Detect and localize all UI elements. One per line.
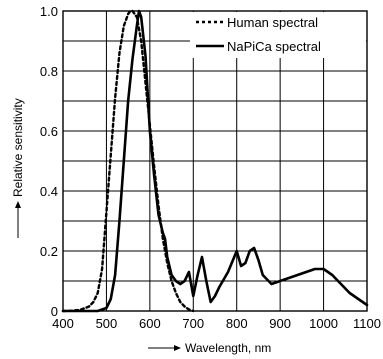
- x-tick-label: 700: [182, 316, 204, 331]
- series-line-napica: [61, 9, 369, 313]
- y-axis-label: Relative sensitivity: [11, 98, 25, 197]
- y-tick-label: 0: [51, 304, 58, 319]
- plot-frame: [62, 10, 368, 312]
- x-tick-label: 800: [226, 316, 248, 331]
- y-tick-label: 0.6: [40, 124, 58, 139]
- y-tick-label: 0.2: [40, 244, 58, 259]
- x-tick-label: 600: [139, 316, 161, 331]
- y-tick-label: 0.4: [40, 184, 58, 199]
- y-tick-label: 1.0: [40, 4, 58, 19]
- x-tick-label: 1000: [309, 316, 338, 331]
- x-tick-label: 1100: [353, 316, 381, 331]
- x-axis-label: Wavelength, nm: [185, 341, 271, 355]
- series-line-human: [61, 9, 195, 313]
- x-tick-label: 900: [269, 316, 291, 331]
- x-tick-labels: 400 500 600 700 800 900 1000 1100: [52, 316, 381, 331]
- x-tick-label: 400: [52, 316, 74, 331]
- x-axis-title: Wavelength, nm: [148, 341, 271, 355]
- y-tick-label: 0.8: [40, 64, 58, 79]
- y-axis-arrowhead: [15, 201, 21, 208]
- legend: Human spectral NaPiCa spectral: [190, 12, 366, 58]
- y-axis-title: Relative sensitivity: [11, 98, 25, 238]
- legend-background: [190, 12, 366, 58]
- x-tick-label: 500: [96, 316, 118, 331]
- y-tick-labels: 0 0.2 0.4 0.6 0.8 1.0: [40, 4, 58, 319]
- series-layer: [61, 9, 369, 313]
- legend-label-napica: NaPiCa spectral: [227, 39, 321, 54]
- legend-label-human: Human spectral: [227, 15, 318, 30]
- x-axis-arrowhead: [174, 345, 181, 351]
